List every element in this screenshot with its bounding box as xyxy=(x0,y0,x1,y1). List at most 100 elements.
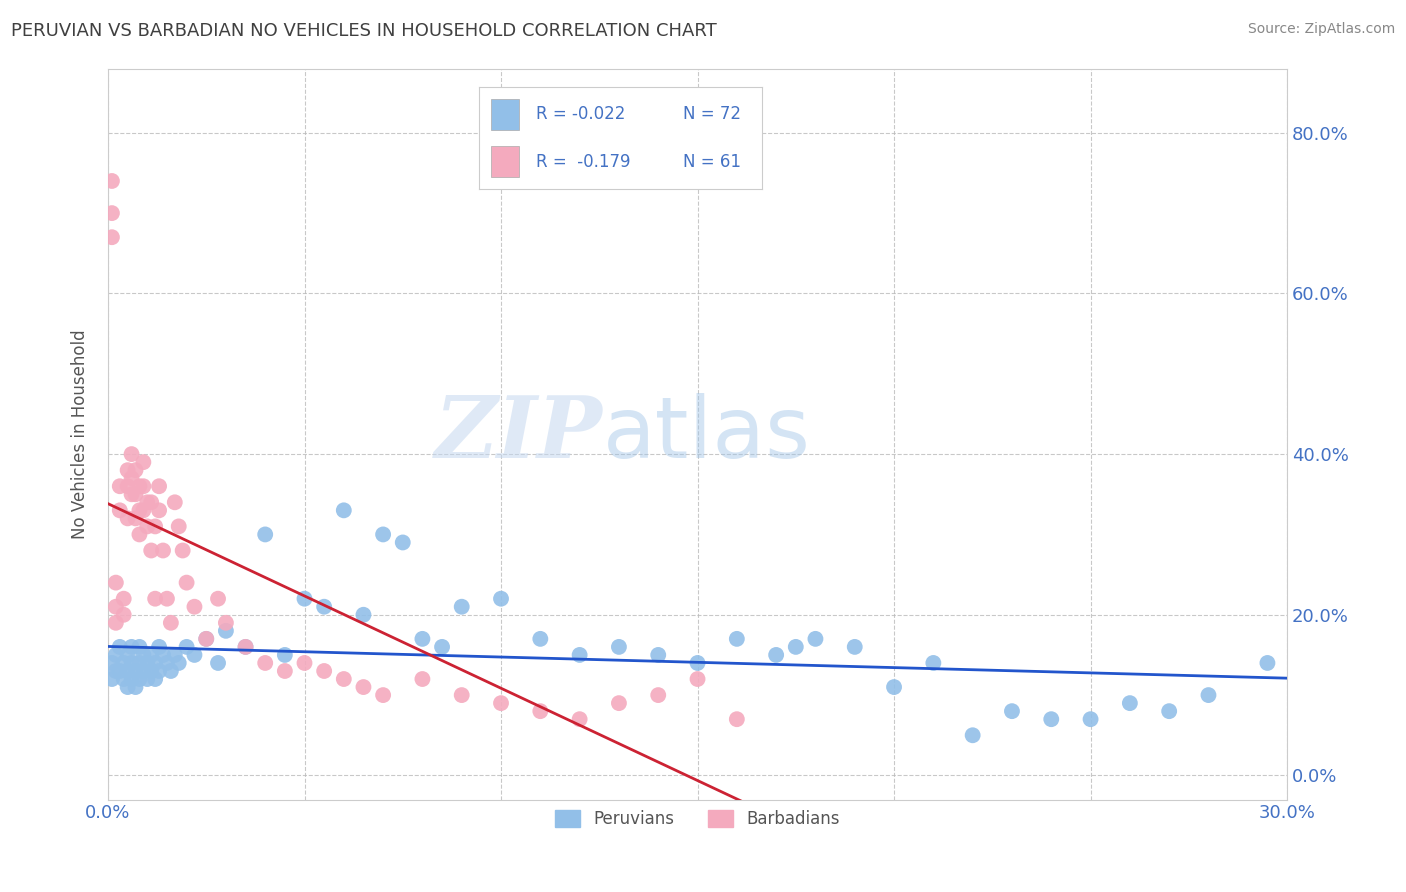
Point xyxy=(121,471,143,485)
Point xyxy=(1159,704,1181,718)
Point xyxy=(607,696,630,710)
Point xyxy=(104,575,127,590)
Point xyxy=(274,648,297,662)
Point xyxy=(391,535,413,549)
Point xyxy=(568,648,591,662)
Point xyxy=(121,640,143,654)
Point xyxy=(176,640,198,654)
Point xyxy=(176,575,198,590)
Point xyxy=(132,479,155,493)
Point xyxy=(294,656,316,670)
Point xyxy=(128,479,150,493)
Point xyxy=(962,728,984,742)
Point xyxy=(785,640,807,654)
Point xyxy=(108,664,131,678)
Point xyxy=(333,672,356,686)
Point xyxy=(117,648,139,662)
Point xyxy=(117,479,139,493)
Point xyxy=(686,656,709,670)
Point xyxy=(128,656,150,670)
Point xyxy=(136,672,159,686)
Point xyxy=(647,688,669,702)
Point xyxy=(411,672,433,686)
Point xyxy=(124,487,146,501)
Point xyxy=(183,648,205,662)
Text: atlas: atlas xyxy=(603,392,811,475)
Point xyxy=(156,656,179,670)
Point xyxy=(132,455,155,469)
Point xyxy=(104,599,127,614)
Point xyxy=(725,712,748,726)
Point xyxy=(568,712,591,726)
Point xyxy=(128,640,150,654)
Point xyxy=(143,656,166,670)
Point xyxy=(112,672,135,686)
Point xyxy=(136,656,159,670)
Point xyxy=(101,206,124,220)
Point xyxy=(430,640,453,654)
Point xyxy=(353,680,375,694)
Point xyxy=(1119,696,1142,710)
Point xyxy=(124,463,146,477)
Point xyxy=(148,640,170,654)
Point xyxy=(117,463,139,477)
Point xyxy=(156,591,179,606)
Point xyxy=(1080,712,1102,726)
Point xyxy=(108,503,131,517)
Point xyxy=(215,624,238,638)
Point xyxy=(274,664,297,678)
Point xyxy=(112,591,135,606)
Point xyxy=(143,672,166,686)
Point xyxy=(333,503,356,517)
Point xyxy=(235,640,257,654)
Text: Source: ZipAtlas.com: Source: ZipAtlas.com xyxy=(1247,22,1395,37)
Point xyxy=(101,230,124,244)
Point xyxy=(128,527,150,541)
Point xyxy=(148,479,170,493)
Point xyxy=(529,704,551,718)
Point xyxy=(124,664,146,678)
Point xyxy=(314,664,336,678)
Point xyxy=(124,680,146,694)
Point xyxy=(148,664,170,678)
Point xyxy=(686,672,709,686)
Point xyxy=(172,543,194,558)
Point xyxy=(371,688,394,702)
Point xyxy=(167,656,190,670)
Point xyxy=(121,447,143,461)
Point xyxy=(108,479,131,493)
Y-axis label: No Vehicles in Household: No Vehicles in Household xyxy=(72,329,89,539)
Point xyxy=(101,174,124,188)
Point xyxy=(112,607,135,622)
Point xyxy=(207,591,229,606)
Point xyxy=(108,640,131,654)
Text: ZIP: ZIP xyxy=(436,392,603,475)
Point xyxy=(141,664,163,678)
Point xyxy=(128,503,150,517)
Point xyxy=(183,599,205,614)
Point xyxy=(101,672,124,686)
Point xyxy=(163,648,186,662)
Point xyxy=(143,519,166,533)
Point xyxy=(117,511,139,525)
Point xyxy=(922,656,945,670)
Point xyxy=(128,672,150,686)
Point xyxy=(529,632,551,646)
Point xyxy=(765,648,787,662)
Point xyxy=(1001,704,1024,718)
Point xyxy=(489,591,512,606)
Point xyxy=(124,511,146,525)
Point xyxy=(294,591,316,606)
Point xyxy=(121,656,143,670)
Point xyxy=(148,503,170,517)
Point xyxy=(104,648,127,662)
Point xyxy=(132,664,155,678)
Point xyxy=(163,495,186,509)
Point xyxy=(1040,712,1063,726)
Point xyxy=(804,632,827,646)
Point xyxy=(132,503,155,517)
Point xyxy=(215,615,238,630)
Point xyxy=(117,664,139,678)
Point xyxy=(104,664,127,678)
Point xyxy=(160,615,183,630)
